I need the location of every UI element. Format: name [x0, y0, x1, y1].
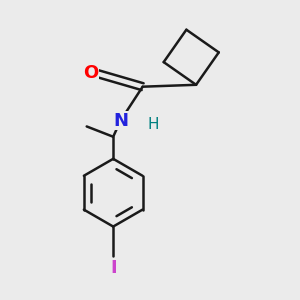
Text: H: H	[147, 118, 159, 133]
Text: O: O	[83, 64, 98, 82]
Text: N: N	[113, 112, 128, 130]
Text: I: I	[110, 259, 116, 277]
